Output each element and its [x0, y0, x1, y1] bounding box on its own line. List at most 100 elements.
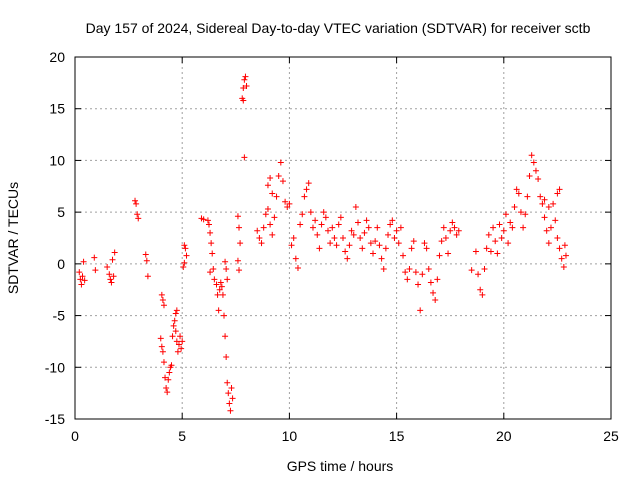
axis-ticks: 0 5 10 15 20 25 -15 -10 -5 0 5 10 15 20 — [45, 49, 619, 444]
data-point — [174, 348, 181, 355]
data-point — [260, 224, 267, 231]
data-point — [547, 224, 554, 231]
data-point — [225, 390, 232, 397]
data-point — [179, 338, 186, 345]
data-point — [282, 198, 289, 205]
data-point — [172, 310, 179, 317]
data-point — [241, 76, 248, 83]
data-point — [505, 240, 512, 247]
data-point — [168, 362, 175, 369]
data-point — [389, 217, 396, 224]
data-point — [487, 248, 494, 255]
data-point — [109, 256, 116, 263]
data-point — [511, 203, 518, 210]
data-point — [182, 245, 189, 252]
data-point — [417, 307, 424, 314]
data-point — [455, 227, 462, 234]
data-point — [363, 217, 370, 224]
data-point — [224, 276, 231, 283]
data-point — [554, 235, 561, 241]
data-points — [76, 73, 569, 414]
data-point — [229, 395, 236, 402]
data-point — [209, 250, 216, 257]
data-point — [309, 224, 316, 231]
data-point — [292, 255, 299, 262]
data-point — [165, 376, 172, 383]
data-point — [442, 235, 449, 241]
data-point — [483, 245, 490, 252]
data-point — [367, 240, 374, 247]
data-point — [322, 214, 329, 221]
data-point — [355, 219, 362, 226]
data-point — [240, 97, 247, 104]
data-point — [294, 264, 301, 271]
data-point — [144, 273, 151, 280]
data-point — [134, 211, 141, 218]
data-point — [226, 400, 233, 407]
data-point — [218, 283, 225, 290]
data-point — [171, 317, 178, 324]
data-point — [440, 224, 447, 231]
data-point — [173, 307, 180, 314]
data-point — [378, 255, 385, 262]
data-point — [340, 235, 346, 241]
data-point — [222, 333, 229, 340]
data-point — [79, 273, 86, 280]
data-point — [539, 200, 546, 207]
x-tick-label: 5 — [178, 428, 186, 444]
data-point — [453, 231, 460, 238]
data-point — [515, 190, 522, 197]
data-point — [391, 235, 398, 241]
data-point — [502, 211, 509, 218]
data-point — [438, 238, 445, 245]
data-point — [331, 235, 338, 241]
data-point — [513, 186, 520, 193]
data-point — [181, 259, 188, 266]
data-point — [552, 217, 559, 224]
data-point — [472, 248, 479, 255]
data-point — [92, 267, 99, 274]
data-point — [342, 248, 349, 255]
data-point — [210, 266, 217, 273]
chart-title: Day 157 of 2024, Sidereal Day-to-day VTE… — [86, 20, 591, 36]
data-point — [545, 203, 552, 210]
data-point — [535, 176, 542, 183]
data-point — [299, 211, 306, 218]
y-tick-label: -15 — [45, 411, 65, 427]
data-point — [370, 250, 377, 257]
data-point — [208, 240, 215, 247]
data-point — [307, 209, 314, 216]
y-tick-label: 0 — [57, 256, 65, 272]
data-point — [215, 307, 222, 314]
data-point — [532, 167, 539, 174]
data-point — [312, 217, 319, 224]
data-point — [271, 214, 278, 221]
data-point — [372, 238, 379, 245]
data-point — [236, 224, 243, 231]
data-point — [224, 379, 231, 386]
data-point — [77, 276, 84, 283]
data-point — [447, 227, 454, 234]
data-point — [135, 215, 142, 222]
data-point — [415, 281, 422, 288]
data-point — [178, 345, 185, 352]
data-point — [526, 172, 533, 179]
data-point — [412, 269, 419, 276]
data-point — [211, 276, 218, 283]
data-point — [561, 242, 568, 249]
data-point — [524, 193, 531, 200]
data-point — [350, 231, 357, 238]
data-point — [133, 200, 140, 207]
data-point — [243, 82, 250, 89]
data-point — [556, 245, 563, 252]
data-point — [421, 240, 428, 247]
data-point — [160, 302, 167, 309]
data-point — [158, 291, 165, 298]
data-point — [207, 269, 214, 276]
data-point — [357, 235, 364, 241]
data-point — [275, 172, 282, 179]
data-point — [432, 297, 439, 304]
data-point — [346, 242, 353, 249]
x-tick-label: 10 — [282, 428, 298, 444]
data-point — [301, 193, 308, 200]
